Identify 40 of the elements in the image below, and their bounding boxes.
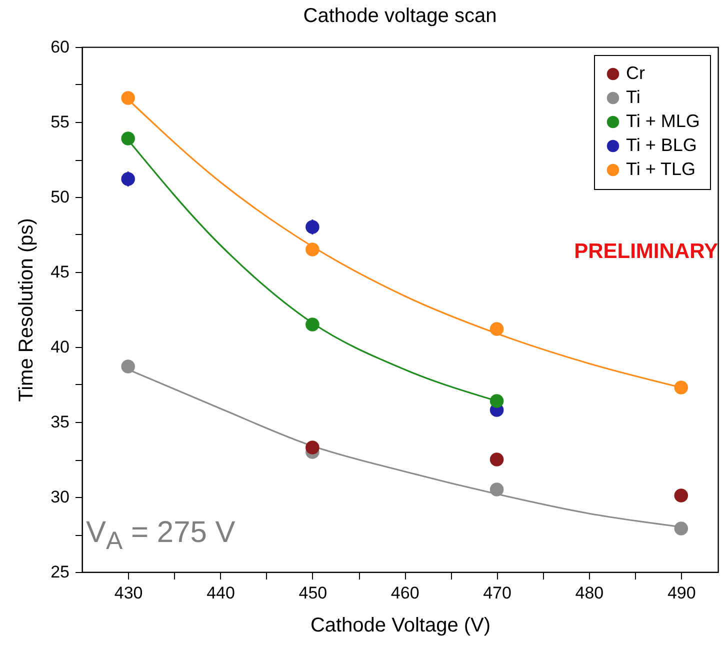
point xyxy=(121,91,135,105)
point xyxy=(306,318,320,332)
x-tick-label: 430 xyxy=(114,584,143,602)
point xyxy=(490,394,504,408)
point xyxy=(306,220,320,234)
point xyxy=(306,242,320,256)
x-tick-label: 480 xyxy=(575,584,604,602)
point xyxy=(490,322,504,336)
y-tick-label: 55 xyxy=(50,112,70,132)
x-axis-title: Cathode Voltage (V) xyxy=(310,614,491,636)
legend-label: Ti + MLG xyxy=(626,111,700,131)
annotation: V$_{A}$ = 275 V xyxy=(86,516,236,555)
annotation: PRELIMINARY xyxy=(574,240,718,262)
y-tick-label: 25 xyxy=(50,562,70,582)
y-tick-label: 45 xyxy=(50,262,70,282)
point xyxy=(121,132,135,146)
legend-label: Cr xyxy=(626,63,645,83)
y-tick-label: 30 xyxy=(50,488,70,506)
x-tick-label: 450 xyxy=(298,584,328,602)
x-tick-label: 440 xyxy=(206,584,235,602)
point xyxy=(490,452,504,466)
point xyxy=(306,440,320,454)
x-tick-label: 470 xyxy=(483,584,512,602)
x-tick-label: 460 xyxy=(390,584,420,602)
legend-label: Ti + TLG xyxy=(626,159,696,179)
y-tick-label: 40 xyxy=(50,338,70,356)
y-tick-label: 60 xyxy=(50,38,70,56)
point xyxy=(490,482,504,496)
point xyxy=(121,360,135,374)
point xyxy=(121,172,135,186)
chart-title: Cathode voltage scan xyxy=(303,5,497,27)
point xyxy=(674,488,688,502)
point xyxy=(674,380,688,394)
point xyxy=(674,522,688,536)
y-tick-label: 50 xyxy=(50,188,70,206)
x-tick-label: 490 xyxy=(667,584,696,602)
legend-label: Ti xyxy=(626,87,640,107)
y-tick-label: 35 xyxy=(50,412,70,432)
y-axis-title: Time Resolution (ps) xyxy=(16,218,38,402)
legend-label: Ti + BLG xyxy=(626,135,697,155)
